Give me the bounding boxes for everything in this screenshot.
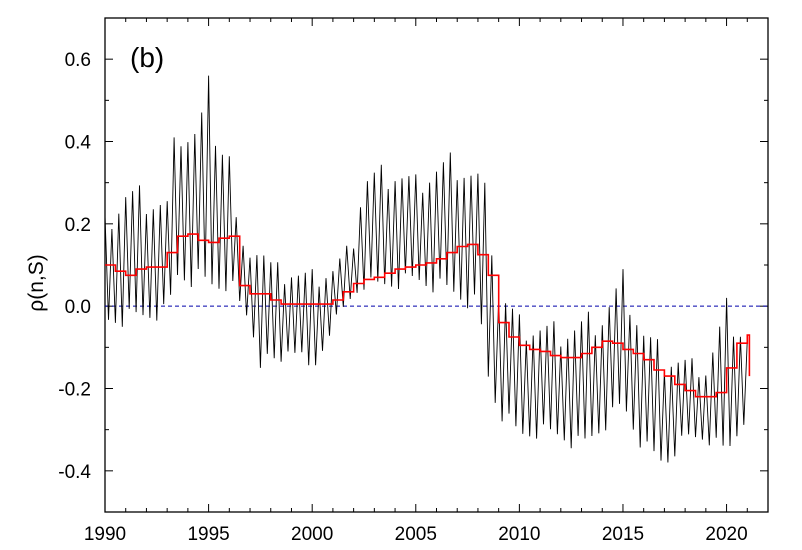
series-line-monthly bbox=[104, 75, 748, 463]
x-tick-label: 2000 bbox=[291, 524, 333, 545]
axis-ticks bbox=[104, 17, 769, 513]
y-tick-label: 0.0 bbox=[65, 297, 91, 318]
tick-labels: 1990 1995 2000 2005 2010 2015 2020 -0.4 -0.2 0.0 0… bbox=[58, 50, 747, 545]
x-tick-label: 2010 bbox=[498, 524, 540, 545]
y-tick-label: 0.4 bbox=[65, 133, 92, 154]
y-tick-label: 0.2 bbox=[65, 215, 91, 236]
y-tick-label: -0.4 bbox=[58, 462, 91, 483]
y-tick-label: -0.2 bbox=[58, 380, 91, 401]
x-tick-label: 2020 bbox=[705, 524, 747, 545]
series-line-yearly bbox=[105, 233, 751, 398]
x-tick-label: 2015 bbox=[602, 524, 644, 545]
y-axis-title: ρ(n,S) bbox=[25, 254, 48, 311]
x-tick-label: 1995 bbox=[187, 524, 229, 545]
y-tick-label: 0.6 bbox=[65, 50, 91, 71]
panel-label: (b) bbox=[130, 42, 164, 73]
x-tick-label: 1990 bbox=[84, 524, 126, 545]
x-tick-label: 2005 bbox=[395, 524, 437, 545]
